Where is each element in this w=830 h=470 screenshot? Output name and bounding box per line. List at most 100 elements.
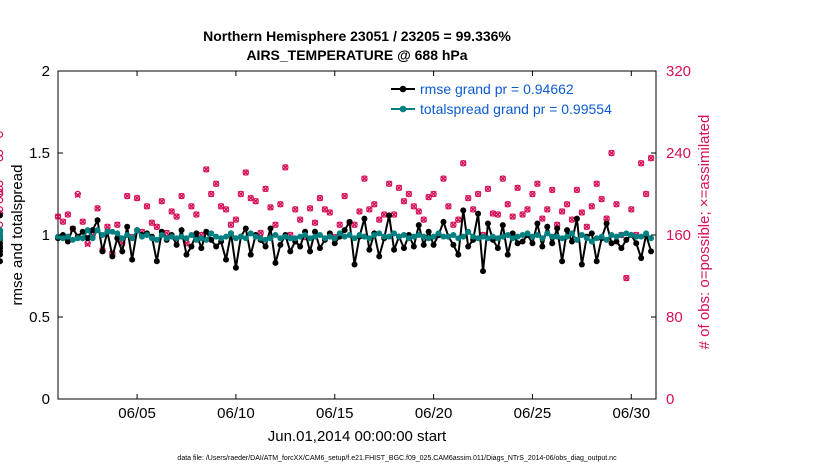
obs-possible-point [371, 201, 378, 208]
totalspread-point [440, 233, 447, 240]
totalspread-point [445, 233, 452, 240]
rmse-point [549, 240, 556, 247]
totalspread-point [361, 233, 368, 240]
y-right-tick-label: 160 [666, 227, 691, 244]
obs-assimilated-point [292, 206, 299, 213]
rmse-point [173, 241, 180, 248]
obs-possible-point [79, 218, 86, 225]
obs-possible-point [395, 184, 403, 192]
obs-possible-point [499, 175, 506, 182]
obs-possible-point [642, 190, 650, 198]
totalspread-point [539, 235, 546, 242]
obs-possible-point [252, 197, 259, 205]
obs-assimilated-point [638, 160, 645, 167]
rmse-point [499, 222, 506, 229]
rmse-point [361, 215, 368, 222]
x-axis-label: Jun.01,2014 00:00:00 start [268, 428, 447, 445]
totalspread-point [336, 230, 343, 237]
obs-possible-point [425, 193, 432, 201]
x-tick-label: 06/05 [118, 405, 156, 422]
x-tick-label: 06/25 [514, 405, 552, 422]
obs-possible-point [133, 194, 141, 202]
rmse-point [272, 259, 279, 266]
legend-totalspread-label: totalspread grand pr = 0.99554 [420, 101, 612, 117]
legend-totalspread-marker [399, 105, 407, 113]
obs-assimilated-point [395, 184, 403, 191]
totalspread-point [499, 233, 506, 240]
obs-assimilated-point [371, 201, 378, 208]
totalspread-point [578, 232, 585, 238]
obs-possible-point [400, 197, 408, 205]
obs-possible-point [292, 206, 299, 213]
obs-possible-point [420, 216, 427, 223]
rmse-point [529, 240, 536, 247]
obs-possible-point [326, 209, 334, 216]
obs-assimilated-point [603, 215, 610, 222]
obs-possible-point [272, 221, 279, 228]
obs-possible-point [460, 160, 467, 167]
rmse-point [648, 248, 655, 255]
obs-possible-point [173, 213, 180, 220]
obs-assimilated-point [499, 175, 506, 182]
obs-assimilated-point [573, 186, 581, 194]
obs-possible-point [247, 194, 254, 202]
rmse-point [94, 217, 101, 224]
obs-assimilated-point [628, 206, 635, 213]
totalspread-point [613, 233, 620, 240]
totalspread-point [519, 232, 526, 238]
obs-possible-point [0, 210, 4, 217]
obs-assimilated-point [247, 194, 254, 202]
y-left-tick-label: 1.5 [29, 145, 50, 162]
obs-possible-point [534, 180, 541, 187]
obs-possible-point [188, 203, 195, 210]
totalspread-point [509, 235, 516, 242]
y-axis-right-ticks: 0 80 160 240 320 [651, 63, 691, 408]
rmse-point [247, 251, 254, 258]
rmse-point [484, 220, 491, 227]
rmse-point [331, 240, 338, 247]
obs-assimilated-point [217, 203, 225, 210]
obs-possible-point [484, 185, 492, 193]
rmse-point [568, 238, 575, 245]
obs-assimilated-point [178, 192, 185, 200]
rmse-point [84, 235, 91, 242]
rmse-point [198, 245, 205, 252]
obs-possible-point [232, 216, 240, 223]
totalspread-point [158, 232, 165, 238]
rmse-point [89, 227, 96, 234]
obs-assimilated-point [563, 201, 571, 208]
obs-possible-point [0, 154, 4, 162]
obs-possible-point [0, 149, 4, 157]
obs-possible-point [282, 164, 289, 171]
totalspread-point [583, 235, 590, 242]
rmse-point [564, 227, 571, 234]
totalspread-point [376, 230, 383, 237]
totalspread-point [218, 235, 225, 242]
totalspread-point [638, 233, 645, 240]
totalspread-point [326, 233, 333, 240]
rmse-point [410, 243, 417, 250]
totalspread-point [559, 235, 566, 242]
totalspread-point [277, 235, 284, 242]
obs-assimilated-point [366, 206, 373, 213]
obs-possible-point [474, 190, 482, 198]
totalspread-point [124, 232, 131, 238]
obs-assimilated-point [188, 203, 195, 210]
rmse-point [475, 210, 482, 217]
obs-assimilated-point [227, 221, 235, 228]
obs-possible-point [563, 201, 571, 208]
obs-possible-point [514, 184, 521, 192]
rmse-point [242, 225, 249, 232]
totalspread-point [425, 235, 432, 242]
totalspread-point [148, 235, 155, 242]
totalspread-point [282, 233, 289, 240]
totalspread-point [593, 235, 600, 242]
totalspread-point [331, 235, 338, 242]
totalspread-point [475, 235, 482, 242]
obs-possible-point [623, 274, 630, 282]
rmse-point [346, 218, 353, 225]
obs-assimilated-point [568, 216, 576, 223]
obs-assimilated-point [74, 191, 81, 199]
totalspread-point [252, 233, 259, 240]
